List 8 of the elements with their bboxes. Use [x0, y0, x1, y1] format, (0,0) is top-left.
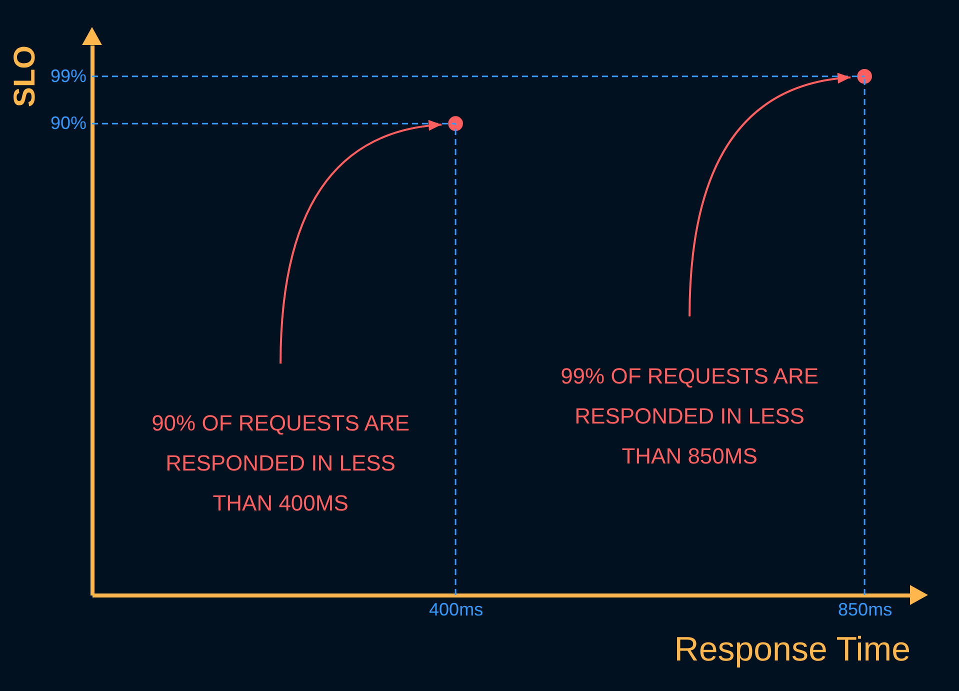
annotation: 90% OF REQUESTS ARE RESPONDED IN LESS THAN 400MS [152, 410, 410, 516]
y-tick-label: 99% [50, 66, 86, 86]
annotation: 99% OF REQUESTS ARE RESPONDED IN LESS THAN 850MS [560, 363, 819, 468]
y-tick-label: 90% [50, 113, 86, 134]
x-tick-label: 400ms [429, 600, 484, 620]
x-axis-title: Response Time [674, 630, 910, 668]
y-axis-title: SLO [8, 46, 42, 108]
x-tick-label: 850ms [838, 600, 892, 620]
